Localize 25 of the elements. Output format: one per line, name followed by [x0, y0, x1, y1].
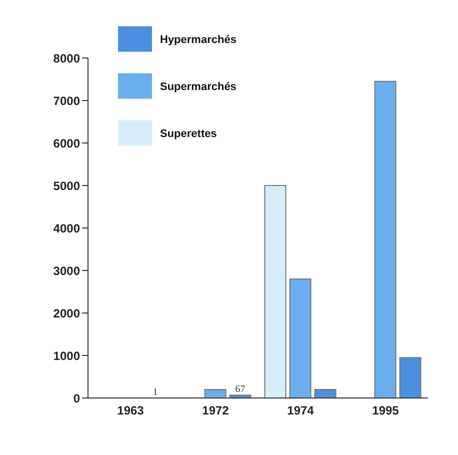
- bar: [204, 389, 226, 398]
- y-tick-label: 2000: [53, 306, 80, 320]
- x-tick-label: 1974: [287, 404, 314, 418]
- legend-label: Supermarchés: [160, 81, 236, 93]
- legend-label: Superettes: [160, 128, 217, 140]
- legend-label: Hypermarchés: [160, 34, 236, 46]
- x-tick-label: 1972: [202, 404, 230, 418]
- y-tick-label: 3000: [53, 264, 80, 278]
- x-tick-label: 1963: [117, 404, 144, 418]
- y-tick-label: 6000: [53, 136, 80, 150]
- data-label: 67: [235, 384, 246, 396]
- bar: [264, 185, 286, 398]
- y-tick-label: 4000: [53, 221, 80, 236]
- bar: [229, 394, 252, 398]
- y-tick-label: 1000: [53, 348, 80, 363]
- x-tick-label: 1995: [372, 404, 400, 418]
- y-tick-label: 5000: [53, 178, 80, 193]
- bar: [399, 357, 422, 398]
- bar: [374, 80, 396, 398]
- y-tick-label: 0: [73, 391, 80, 406]
- bar: [289, 278, 312, 398]
- bar: [314, 389, 336, 398]
- y-tick-label: 7000: [53, 94, 80, 108]
- data-label: 1: [152, 386, 158, 398]
- y-tick-label: 8000: [53, 51, 80, 66]
